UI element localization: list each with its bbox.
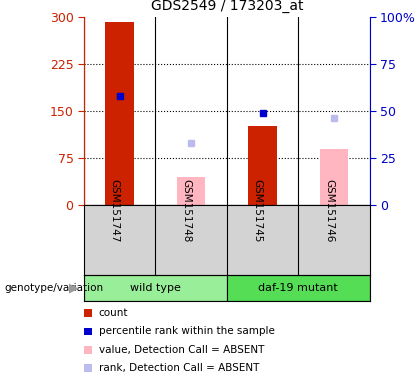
Text: GSM151748: GSM151748 [181, 179, 191, 243]
Text: count: count [99, 308, 128, 318]
Title: GDS2549 / 173203_at: GDS2549 / 173203_at [150, 0, 303, 13]
Text: ▶: ▶ [69, 281, 79, 295]
Text: GSM151746: GSM151746 [324, 179, 334, 243]
Text: percentile rank within the sample: percentile rank within the sample [99, 326, 275, 336]
Text: wild type: wild type [130, 283, 181, 293]
Bar [105, 22, 134, 205]
Text: GSM151747: GSM151747 [110, 179, 120, 243]
Bar [84, 275, 227, 301]
Text: rank, Detection Call = ABSENT: rank, Detection Call = ABSENT [99, 363, 259, 373]
Text: value, Detection Call = ABSENT: value, Detection Call = ABSENT [99, 345, 264, 355]
Text: genotype/variation: genotype/variation [4, 283, 103, 293]
Bar [320, 149, 348, 205]
Text: GSM151745: GSM151745 [252, 179, 262, 243]
Bar [248, 126, 277, 205]
Bar [227, 275, 370, 301]
Bar [177, 177, 205, 205]
Text: daf-19 mutant: daf-19 mutant [258, 283, 338, 293]
